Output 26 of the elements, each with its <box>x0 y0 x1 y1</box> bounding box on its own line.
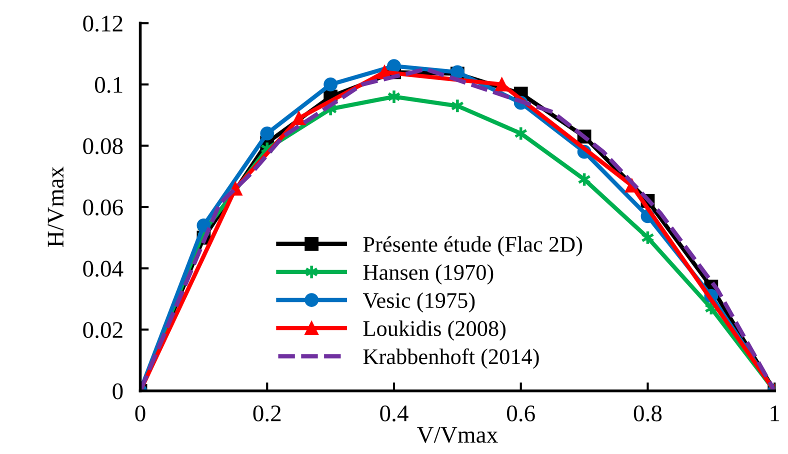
x-tick-label: 0.6 <box>507 405 535 422</box>
legend-label: Loukidis (2008) <box>363 320 506 341</box>
x-tick-label: 1 <box>770 406 780 422</box>
legend-label: Hansen (1970) <box>363 264 494 284</box>
y-tick-label: 0.04 <box>83 260 124 277</box>
y-tick-label: 0 <box>112 383 123 400</box>
y-tick-label: 0.1 <box>94 76 122 93</box>
x-axis-title: V/Vmax <box>417 427 498 443</box>
point <box>324 78 338 92</box>
point <box>292 111 306 126</box>
point <box>260 126 274 140</box>
point <box>387 59 401 73</box>
y-tick-label: 0.08 <box>83 138 123 154</box>
y-tick-label: 0.02 <box>83 322 122 338</box>
x-tick-label: 0.8 <box>634 405 662 422</box>
x-tick-label: 0.2 <box>253 405 281 422</box>
legend-label: Présente étude (Flac 2D) <box>363 236 582 256</box>
legend-label: Krabbenhoft (2014) <box>363 348 539 369</box>
legend-label: Vesic (1975) <box>362 292 475 313</box>
y-axis-title: H/Vmax <box>48 166 64 247</box>
x-tick-label: 0.4 <box>380 405 408 422</box>
point <box>494 78 509 92</box>
y-tick-label: 0.06 <box>83 200 123 216</box>
y-tick-label: 0.12 <box>83 16 122 32</box>
x-tick-label: 0 <box>135 405 146 422</box>
point <box>196 218 211 232</box>
